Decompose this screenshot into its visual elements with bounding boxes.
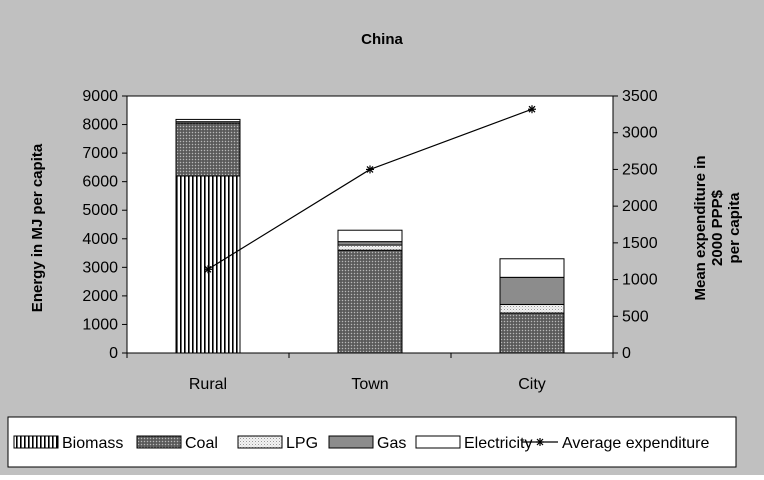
legend-label-average-expenditure: Average expenditure <box>562 435 709 452</box>
x-axis-tick-label: Rural <box>189 376 227 393</box>
marker-stroke <box>366 166 374 173</box>
bar-stacks <box>175 118 565 354</box>
left-axis-tick-label: 4000 <box>82 231 118 248</box>
expenditure-point-marker <box>204 265 212 274</box>
legend-line-marker <box>536 438 544 446</box>
legend-swatch-coal <box>136 435 182 449</box>
x-axis-tick-label: City <box>518 376 546 393</box>
right-axis-tick-label: 2500 <box>622 161 658 178</box>
bar-segment-electricity <box>175 118 241 123</box>
left-axis-tick-label: 6000 <box>82 174 118 191</box>
bar-segment-biomass <box>175 175 241 354</box>
right-axis: 0 500 1000 1500 2000 2500 3000 3500 <box>613 88 658 362</box>
bar-segment-lpg <box>337 244 403 251</box>
legend-label-electricity: Electricity <box>464 435 532 452</box>
right-axis-tick-label: 1500 <box>622 235 658 252</box>
legend-label-lpg: LPG <box>286 435 318 452</box>
left-axis-tick-label: 2000 <box>82 288 118 305</box>
right-axis-tick-label: 3500 <box>622 88 658 105</box>
bar-segment-coal <box>337 249 403 354</box>
right-axis-label: Mean expenditure in 2000 PPP$ per capita <box>692 155 743 300</box>
left-axis-tick-label: 1000 <box>82 316 118 333</box>
marker-stroke <box>536 438 544 446</box>
chart-title: China <box>361 31 403 48</box>
right-axis-label-line-2: 2000 PPP$ <box>709 189 726 266</box>
legend-label-gas: Gas <box>377 435 406 452</box>
bar-segment-lpg <box>499 303 565 314</box>
left-axis-tick-label: 3000 <box>82 259 118 276</box>
left-axis-tick-label: 8000 <box>82 117 118 134</box>
x-axis-tick-label: Town <box>351 376 388 393</box>
legend-swatch-lpg <box>237 435 283 449</box>
bar-segment-coal <box>499 312 565 354</box>
bar-segment-electricity <box>499 258 565 278</box>
left-axis: 0 1000 2000 3000 4000 5000 6000 7000 8000 9000 <box>82 88 127 362</box>
x-axis: Rural Town City <box>126 353 614 393</box>
expenditure-line <box>204 105 536 274</box>
left-axis-tick-label: 0 <box>109 345 118 362</box>
legend-swatch-electricity <box>415 435 461 449</box>
bar-segment-gas <box>337 241 403 246</box>
right-axis-tick-label: 0 <box>622 345 631 362</box>
legend-swatch-biomass <box>13 435 59 449</box>
marker-stroke <box>528 105 536 113</box>
left-axis-tick-label: 7000 <box>82 145 118 162</box>
right-axis-tick-label: 3000 <box>622 125 658 142</box>
marker-stroke <box>204 265 212 273</box>
right-axis-tick-label: 2000 <box>622 198 658 215</box>
right-axis-tick-label: 500 <box>622 308 649 325</box>
left-axis-tick-label: 9000 <box>82 88 118 105</box>
expenditure-point-marker <box>528 105 536 114</box>
bar-segment-electricity <box>337 229 403 243</box>
right-axis-label-line-3: per capita <box>726 192 743 264</box>
right-axis-tick-label: 1000 <box>622 272 658 289</box>
legend-label-biomass: Biomass <box>62 435 123 452</box>
left-axis-tick-label: 5000 <box>82 202 118 219</box>
bar-segment-coal <box>175 122 241 177</box>
expenditure-point-marker <box>366 165 374 174</box>
bar-segment-gas <box>499 276 565 305</box>
legend: Biomass Coal LPG Gas Electricity Average expe… <box>13 435 709 452</box>
left-axis-label: Energy in MJ per capita <box>29 143 46 312</box>
right-axis-label-line-1: Mean expenditure in <box>692 155 709 300</box>
legend-swatch-gas <box>328 435 374 449</box>
legend-label-coal: Coal <box>185 435 218 452</box>
